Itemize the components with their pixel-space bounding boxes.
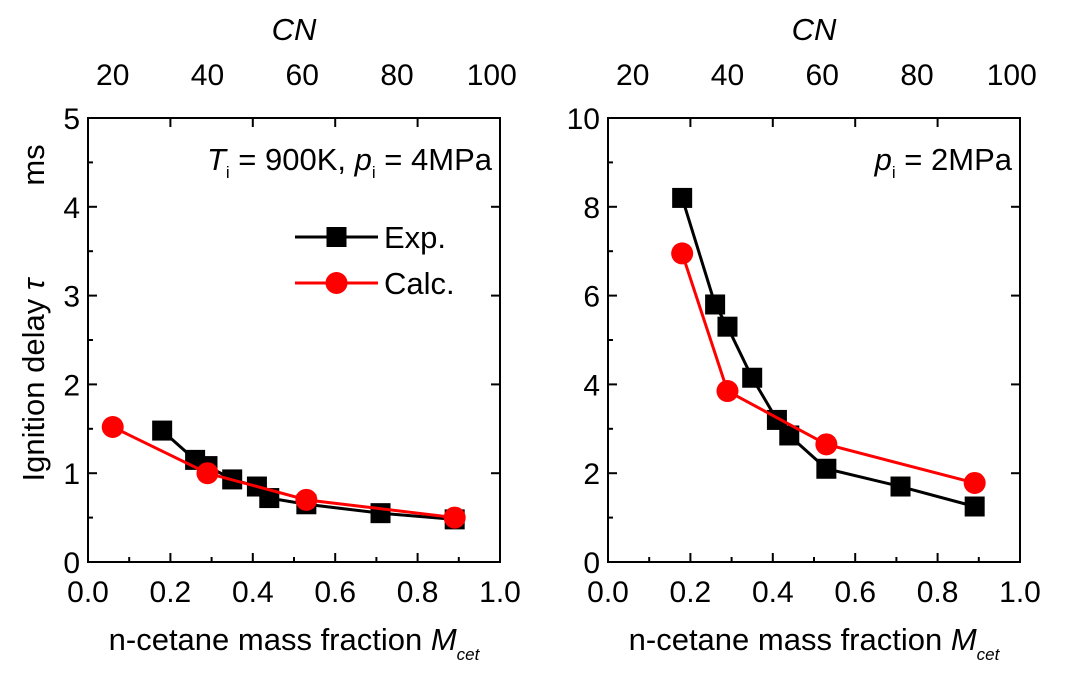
panel-2-annotation-p-text: = 2MPa	[896, 142, 1013, 177]
panel-1-x-tick-label: 0.4	[232, 576, 274, 609]
panel-2-x-tick-label: 1.0	[999, 576, 1041, 609]
panel-1-annotation-T-text: = 900K,	[230, 142, 355, 177]
panel-2-series-1-point	[742, 367, 763, 388]
panel-2-annotation-p-sub: i	[892, 163, 896, 182]
panel-2-group: 0.0 0.2 0.4 0.6 0.8 1.0 0 2 4 6 8 10 20 40 60 80 100 CN n-…	[567, 12, 1041, 664]
panel-1-top-tick-label: 20	[96, 59, 129, 92]
panel-2-x-tick-label: 0.2	[670, 576, 712, 609]
panel-2-plot-frame	[607, 117, 1021, 563]
panel-1-y-axis-title: Ignition delay τ	[16, 276, 51, 481]
panel-1-x-axis-title-var: M	[431, 622, 457, 657]
panel-2-y-tick-label: 8	[583, 192, 600, 225]
panel-1-annotation-T-sub: i	[226, 163, 230, 182]
panel-2-annotation: pi = 2MPa	[874, 142, 1013, 182]
panel-1-y-axis-title-symbol: τ	[16, 276, 51, 290]
panel-1-legend-marker	[326, 227, 347, 247]
panel-2-x-tick-label: 0.4	[752, 576, 794, 609]
panel-2-x-axis-title-sub: cet	[977, 645, 1001, 664]
panel-1-group: 0.0 0.2 0.4 0.6 0.8 1.0 0 1 2 3 4 5 20 40 60 80 100 CN n-c…	[16, 12, 521, 664]
panel-1-y-tick-label: 1	[63, 458, 80, 491]
panel-1-y-tick-label: 4	[63, 192, 80, 225]
panel-2-x-axis-title-var: M	[951, 622, 977, 657]
panel-1-series-2-point	[443, 506, 466, 529]
panel-1-annotation-p-text: = 4MPa	[376, 142, 493, 177]
panel-2-annotation-p: p	[874, 142, 892, 177]
panel-1-legend-marker	[325, 272, 348, 294]
panel-2-series-1-point	[717, 316, 738, 337]
panel-1-x-tick-label: 1.0	[479, 576, 521, 609]
panel-2-series-1-point	[705, 294, 726, 315]
panel-2-top-axis-title: CN	[792, 12, 837, 47]
panel-1-series-1-point	[259, 488, 280, 509]
panel-1-annotation: Ti = 900K, pi = 4MPa	[207, 142, 493, 182]
panel-1-x-tick-label: 0.8	[397, 576, 439, 609]
panel-2-series-1-point	[672, 187, 693, 208]
panel-2-series-1-point	[890, 476, 911, 497]
panel-1-annotation-T: T	[207, 142, 228, 177]
panel-1-series-2-point	[295, 488, 318, 511]
panel-2-y-tick-label: 4	[583, 369, 600, 402]
panel-1-x-tick-label: 0.2	[150, 576, 192, 609]
panel-1-y-tick-label: 5	[63, 103, 80, 136]
panel-1-top-tick-label: 40	[191, 59, 224, 92]
panel-2-x-tick-label: 0.0	[587, 576, 629, 609]
panel-1-series-2-line	[112, 425, 455, 520]
panel-2-top-tick-label: 80	[900, 59, 933, 92]
panel-1-x-axis-title-sub: cet	[457, 645, 481, 664]
panel-1-y-axis-title-text: Ignition delay	[16, 290, 51, 481]
panel-2-series-2-point	[716, 380, 739, 403]
panel-2-top-tick-label: 100	[987, 59, 1037, 92]
panel-1-x-tick-label: 0.6	[314, 576, 356, 609]
panel-1-top-tick-label: 100	[467, 59, 517, 92]
panel-1-y-tick-label: 3	[63, 281, 80, 314]
panel-1-x-axis-title: n-cetane mass fraction Mcet	[109, 622, 481, 664]
panel-2-series-2-point	[815, 433, 838, 456]
panel-2-y-tick-label: 0	[583, 547, 600, 580]
panel-2-y-tick-label: 10	[567, 103, 600, 136]
panel-2-series-2-line	[680, 252, 976, 485]
panel-1-top-tick-label: 80	[380, 59, 413, 92]
panel-1-annotation-p: p	[354, 142, 372, 177]
panel-1-y-axis-unit: ms	[16, 144, 51, 185]
panel-1-series-2-point	[101, 416, 124, 439]
panel-2-series-2-point	[671, 242, 694, 265]
panel-2-x-tick-label: 0.8	[917, 576, 959, 609]
panel-2-x-axis-title-text: n-cetane mass fraction	[629, 622, 951, 657]
panel-2-y-tick-label: 6	[583, 281, 600, 314]
panel-1-top-axis-title: CN	[272, 12, 317, 47]
panel-1-annotation-p-sub: i	[372, 163, 376, 182]
panel-2-x-axis-title: n-cetane mass fraction Mcet	[629, 622, 1001, 664]
panel-1-series-1-point	[152, 420, 173, 441]
panel-2-series-1-point	[964, 496, 985, 517]
panel-2-series-2-point	[963, 471, 986, 494]
panel-1-legend-label: Calc.	[384, 266, 455, 301]
panel-2-top-tick-label: 20	[616, 59, 649, 92]
panel-1-y-tick-label: 0	[63, 547, 80, 580]
panel-1-legend-label: Exp.	[384, 220, 446, 255]
panel-1-x-axis-title-text: n-cetane mass fraction	[109, 622, 431, 657]
panel-2-top-tick-label: 60	[806, 59, 839, 92]
panel-1-y-tick-label: 2	[63, 369, 80, 402]
panel-1-series-1-point	[370, 503, 391, 524]
panel-2-x-tick-label: 0.6	[834, 576, 876, 609]
panel-1-top-tick-label: 60	[286, 59, 319, 92]
panel-2-series-1-point	[779, 425, 800, 446]
panel-1-series-2-point	[196, 462, 219, 485]
panel-1-x-tick-label: 0.0	[67, 576, 109, 609]
panel-2-y-tick-label: 2	[583, 458, 600, 491]
panel-2-series-1-point	[816, 458, 837, 479]
panel-2-top-tick-label: 40	[711, 59, 744, 92]
